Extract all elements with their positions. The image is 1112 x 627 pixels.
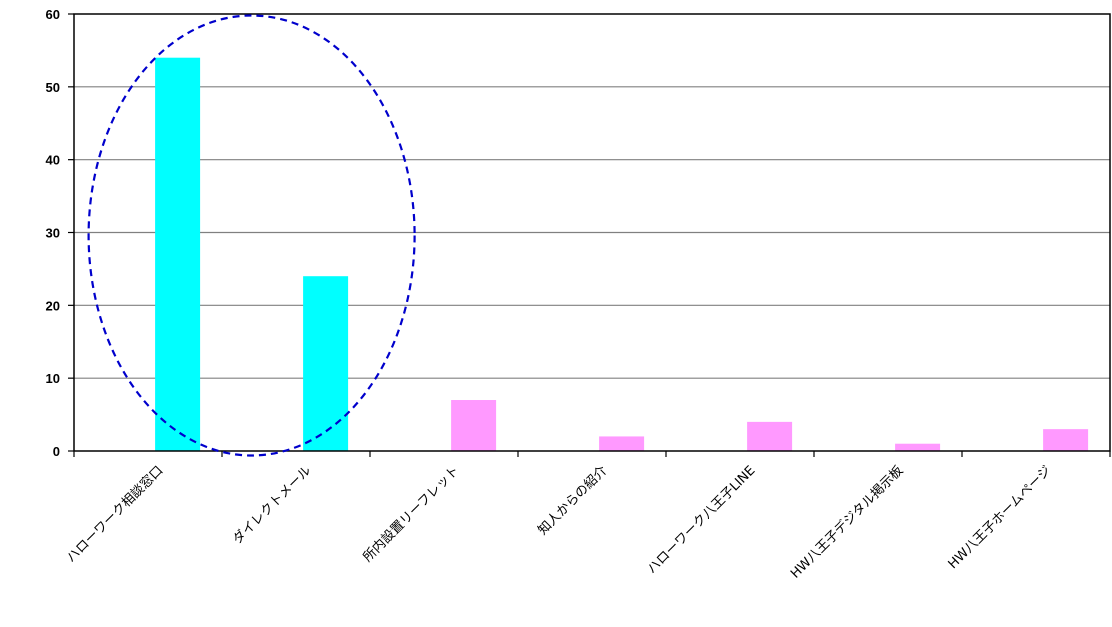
x-tick-label: ハローワーク八王子LINE	[645, 463, 759, 577]
x-tick-label: 知人からの紹介	[535, 463, 611, 539]
highlight-overlay	[87, 14, 416, 457]
y-tick-label: 0	[53, 444, 60, 459]
x-axis-ticks: ハローワーク相談窓口 ダイレクトメール 所内設置リーフレット 知人からの紹介 ハローワー…	[63, 463, 1054, 582]
bar	[303, 276, 349, 451]
y-tick-label: 50	[46, 80, 60, 95]
gridlines	[74, 86, 1110, 379]
bar	[1043, 429, 1089, 451]
x-tick-label: ダイレクトメール	[230, 463, 314, 547]
highlight-ellipse	[87, 14, 416, 457]
bar	[155, 57, 201, 451]
y-tick-label: 20	[46, 298, 60, 313]
x-tick-label: HW八王子ホームページ	[946, 463, 1055, 572]
y-tick-label: 60	[46, 7, 60, 22]
bar	[451, 400, 497, 451]
bars	[155, 57, 1089, 451]
y-tick-label: 30	[46, 226, 60, 241]
x-tick-label: ハローワーク相談窓口	[63, 463, 166, 566]
x-tick-label: HW八王子デジタル掲示板	[787, 463, 906, 582]
y-tick-label: 40	[46, 153, 60, 168]
bar	[895, 443, 941, 451]
y-axis-ticks: 0 10 20 30 40 50 60	[46, 7, 60, 459]
x-tick-label: 所内設置リーフレット	[360, 463, 463, 566]
axes	[68, 13, 1111, 457]
y-tick-label: 10	[46, 371, 60, 386]
bar	[747, 421, 793, 451]
bar	[599, 436, 645, 451]
